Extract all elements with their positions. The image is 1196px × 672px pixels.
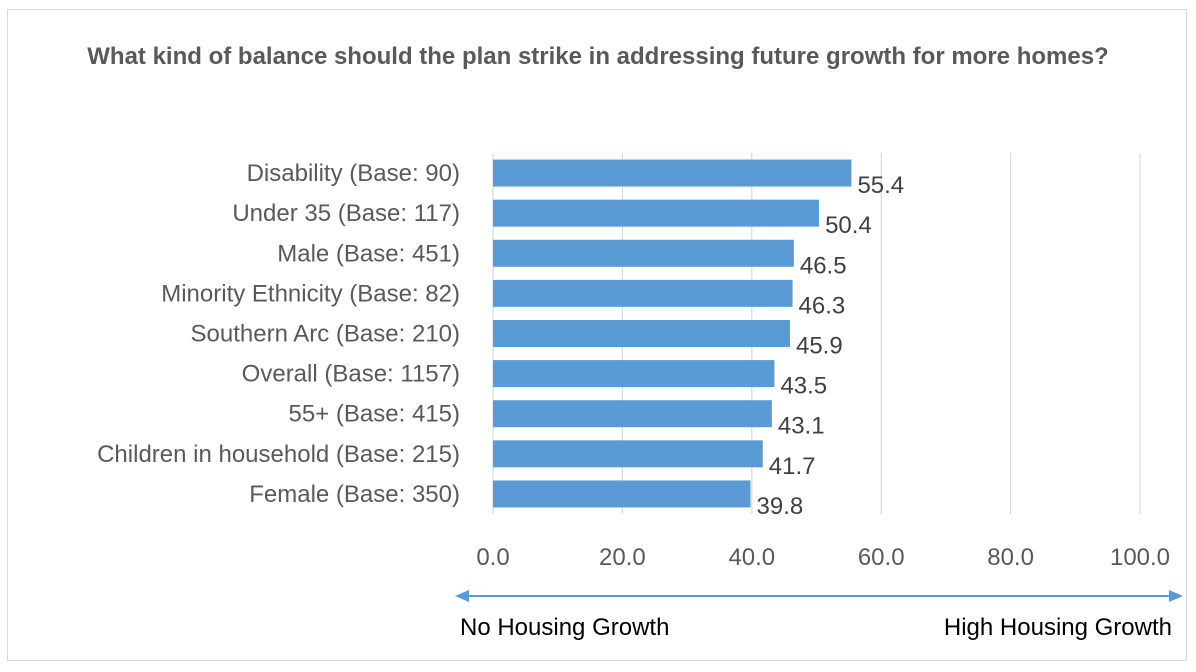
category-label: Children in household (Base: 215) — [97, 441, 460, 468]
chart-title: What kind of balance should the plan str… — [0, 38, 1196, 76]
x-tick-label: 100.0 — [1110, 544, 1170, 571]
bar — [493, 239, 794, 267]
no-housing-growth-label: No Housing Growth — [460, 614, 670, 641]
bar — [493, 279, 793, 307]
x-tick-label: 0.0 — [476, 544, 509, 571]
category-label: Overall (Base: 1157) — [242, 361, 460, 388]
arrow-right-head — [1169, 590, 1183, 602]
x-tick-label: 80.0 — [987, 544, 1034, 571]
data-label: 45.9 — [796, 333, 843, 360]
arrow-left-head — [455, 590, 469, 602]
data-label: 39.8 — [757, 493, 804, 520]
category-label: Disability (Base: 90) — [247, 160, 460, 187]
category-label: Southern Arc (Base: 210) — [191, 321, 460, 348]
bar — [493, 199, 820, 227]
x-tick-label: 40.0 — [728, 544, 775, 571]
data-label: 46.3 — [799, 292, 846, 319]
category-label: Male (Base: 451) — [277, 240, 460, 267]
high-housing-growth-label: High Housing Growth — [943, 614, 1172, 641]
data-label: 55.4 — [857, 172, 904, 199]
bar — [493, 159, 852, 187]
bar — [493, 320, 790, 347]
bar — [493, 360, 775, 388]
data-label: 43.1 — [778, 413, 825, 440]
x-tick-label: 20.0 — [599, 544, 646, 571]
bar — [493, 480, 751, 508]
bar — [493, 440, 763, 468]
data-label: 43.5 — [780, 373, 827, 400]
category-label: 55+ (Base: 415) — [289, 401, 460, 428]
bar — [493, 400, 772, 428]
category-label: Minority Ethnicity (Base: 82) — [161, 280, 460, 307]
data-label: 50.4 — [825, 212, 872, 239]
category-label: Under 35 (Base: 117) — [232, 200, 460, 227]
category-label: Female (Base: 350) — [249, 481, 460, 508]
data-label: 41.7 — [769, 453, 816, 480]
data-label: 46.5 — [800, 252, 847, 279]
chart-title-text: What kind of balance should the plan str… — [87, 43, 1109, 70]
x-tick-label: 60.0 — [858, 544, 905, 571]
